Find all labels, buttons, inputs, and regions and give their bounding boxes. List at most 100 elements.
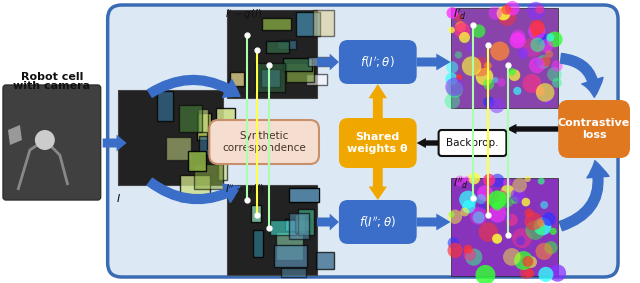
FancyBboxPatch shape <box>260 69 280 87</box>
Polygon shape <box>317 53 339 70</box>
Circle shape <box>463 248 476 261</box>
Circle shape <box>492 77 499 83</box>
FancyBboxPatch shape <box>298 209 314 235</box>
Circle shape <box>509 69 520 81</box>
Circle shape <box>491 174 504 187</box>
Circle shape <box>492 234 502 244</box>
FancyBboxPatch shape <box>266 41 289 53</box>
FancyBboxPatch shape <box>316 252 334 269</box>
Circle shape <box>514 251 533 270</box>
FancyBboxPatch shape <box>218 154 227 181</box>
Circle shape <box>506 214 518 226</box>
Circle shape <box>509 32 525 49</box>
Text: Shared
weights θ: Shared weights θ <box>348 132 408 154</box>
Circle shape <box>446 61 458 73</box>
FancyBboxPatch shape <box>295 214 305 233</box>
Polygon shape <box>102 135 127 151</box>
Circle shape <box>525 220 545 240</box>
Circle shape <box>529 57 545 73</box>
Circle shape <box>477 185 493 201</box>
Circle shape <box>476 194 486 204</box>
Text: Synthetic
correspondence: Synthetic correspondence <box>222 131 306 153</box>
FancyBboxPatch shape <box>289 213 309 239</box>
Circle shape <box>524 212 543 230</box>
Circle shape <box>488 190 506 209</box>
FancyBboxPatch shape <box>216 108 235 125</box>
FancyBboxPatch shape <box>209 120 319 164</box>
Circle shape <box>517 48 529 59</box>
Circle shape <box>35 130 55 150</box>
Circle shape <box>536 243 553 260</box>
Circle shape <box>476 265 495 283</box>
Circle shape <box>472 211 484 224</box>
Circle shape <box>479 222 498 242</box>
Circle shape <box>538 267 554 282</box>
Circle shape <box>454 13 463 22</box>
FancyBboxPatch shape <box>188 151 207 171</box>
FancyArrowPatch shape <box>147 178 240 203</box>
Circle shape <box>513 87 522 95</box>
Circle shape <box>520 266 532 279</box>
Circle shape <box>448 209 462 224</box>
Circle shape <box>534 58 543 67</box>
Circle shape <box>542 212 556 226</box>
Circle shape <box>540 39 554 53</box>
Circle shape <box>483 174 495 186</box>
Text: with camera: with camera <box>13 81 90 91</box>
Circle shape <box>483 97 495 108</box>
Circle shape <box>528 23 545 40</box>
Circle shape <box>504 214 511 221</box>
Circle shape <box>552 78 562 88</box>
Polygon shape <box>369 168 387 200</box>
Circle shape <box>449 211 454 218</box>
Circle shape <box>501 5 511 15</box>
FancyBboxPatch shape <box>251 205 261 222</box>
Circle shape <box>468 173 480 185</box>
Circle shape <box>511 196 518 204</box>
FancyBboxPatch shape <box>558 100 630 158</box>
Circle shape <box>454 23 470 38</box>
FancyBboxPatch shape <box>3 85 100 200</box>
Circle shape <box>511 29 525 44</box>
Polygon shape <box>369 84 387 118</box>
FancyBboxPatch shape <box>193 164 223 189</box>
Text: $f(I';\theta)$: $f(I';\theta)$ <box>360 54 395 70</box>
Circle shape <box>547 31 563 47</box>
Circle shape <box>490 42 509 61</box>
FancyBboxPatch shape <box>451 178 558 276</box>
FancyBboxPatch shape <box>284 58 312 70</box>
Circle shape <box>531 38 545 52</box>
FancyBboxPatch shape <box>108 5 618 277</box>
Circle shape <box>522 38 541 57</box>
Circle shape <box>497 6 511 20</box>
Text: $I' \sim g(I)$: $I' \sim g(I)$ <box>225 8 263 22</box>
Circle shape <box>527 2 545 20</box>
Text: Backprop.: Backprop. <box>446 138 499 148</box>
Circle shape <box>447 243 463 258</box>
Circle shape <box>546 33 554 42</box>
Circle shape <box>483 79 494 90</box>
Polygon shape <box>417 138 438 148</box>
Text: Robot cell: Robot cell <box>20 72 83 82</box>
FancyBboxPatch shape <box>289 188 319 202</box>
FancyBboxPatch shape <box>313 10 333 36</box>
Circle shape <box>535 33 548 46</box>
Circle shape <box>492 201 502 211</box>
Circle shape <box>493 190 508 205</box>
FancyBboxPatch shape <box>296 12 320 36</box>
Circle shape <box>456 74 462 80</box>
Circle shape <box>447 81 463 98</box>
Polygon shape <box>417 53 451 70</box>
Circle shape <box>459 191 477 208</box>
Circle shape <box>525 45 538 57</box>
FancyBboxPatch shape <box>199 136 215 155</box>
FancyBboxPatch shape <box>276 232 303 260</box>
Text: $I''_d$: $I''_d$ <box>452 176 468 191</box>
Circle shape <box>550 228 557 235</box>
FancyBboxPatch shape <box>281 269 307 277</box>
FancyBboxPatch shape <box>438 130 506 156</box>
Circle shape <box>447 7 458 19</box>
Circle shape <box>479 202 486 210</box>
Circle shape <box>459 32 470 43</box>
Circle shape <box>470 207 487 225</box>
